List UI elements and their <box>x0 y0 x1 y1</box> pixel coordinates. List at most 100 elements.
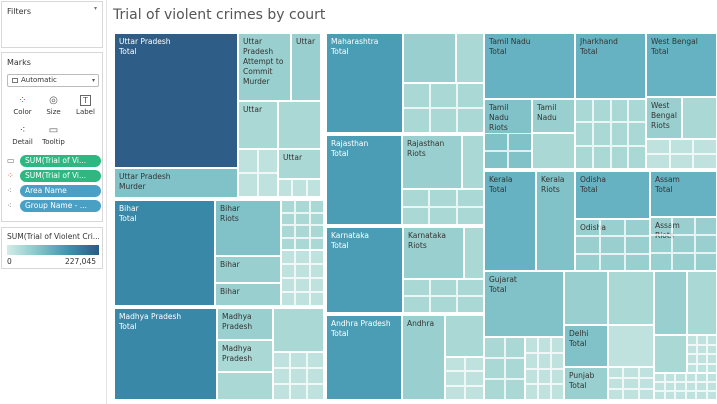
treemap-subcell[interactable] <box>295 264 310 278</box>
treemap-subcell[interactable] <box>402 189 430 207</box>
treemap-cell-up_uttar2[interactable]: Uttar <box>238 101 278 149</box>
treemap-subcell[interactable] <box>484 358 505 379</box>
treemap-subcell[interactable] <box>281 292 296 306</box>
group-name-pill[interactable]: Group Name - ... <box>20 200 101 212</box>
treemap-cell[interactable] <box>403 33 456 83</box>
treemap-subcell[interactable] <box>504 379 525 400</box>
treemap-subcell[interactable] <box>309 278 324 292</box>
treemap-subcell[interactable] <box>551 368 564 385</box>
treemap-cell-tn_total[interactable]: Tamil Nadu Total <box>484 33 575 99</box>
treemap-subcell[interactable] <box>707 335 717 345</box>
treemap-subcell[interactable] <box>504 358 525 379</box>
treemap-cell-ka_riots[interactable]: Karnataka Riots <box>403 227 464 279</box>
treemap-subcell[interactable] <box>402 207 430 225</box>
treemap-subcell[interactable] <box>281 225 296 238</box>
treemap-subcell[interactable] <box>430 279 457 296</box>
treemap-cell-up_murder[interactable]: Uttar Pradesh Murder <box>114 168 238 198</box>
treemap-subcell[interactable] <box>295 250 310 264</box>
treemap-subcell[interactable] <box>484 379 505 400</box>
treemap-cell[interactable] <box>654 335 687 373</box>
treemap-subcell[interactable] <box>694 253 717 271</box>
treemap-subcell[interactable] <box>538 352 551 369</box>
treemap-subcell[interactable] <box>575 99 593 123</box>
treemap-subcell[interactable] <box>664 373 675 382</box>
treemap-cell[interactable] <box>687 271 717 335</box>
treemap-subcell[interactable] <box>706 373 717 382</box>
treemap-cell-od_total[interactable]: Odisha Total <box>575 171 650 219</box>
treemap-cell[interactable] <box>608 271 654 325</box>
treemap-subcell[interactable] <box>403 296 430 313</box>
treemap-subcell[interactable] <box>693 139 717 154</box>
treemap-subcell[interactable] <box>623 389 639 400</box>
treemap-subcell[interactable] <box>457 279 484 296</box>
treemap-subcell[interactable] <box>696 382 707 391</box>
treemap-subcell[interactable] <box>608 378 624 389</box>
treemap-subcell[interactable] <box>575 253 600 271</box>
treemap-subcell[interactable] <box>309 237 324 250</box>
treemap-subcell[interactable] <box>456 207 484 225</box>
treemap-subcell[interactable] <box>307 368 324 384</box>
treemap-subcell[interactable] <box>238 149 258 173</box>
treemap-subcell[interactable] <box>258 149 278 173</box>
treemap-subcell[interactable] <box>687 344 697 354</box>
treemap-subcell[interactable] <box>592 122 611 146</box>
treemap-subcell[interactable] <box>638 378 654 389</box>
treemap-subcell[interactable] <box>273 384 290 400</box>
treemap-subcell[interactable] <box>295 237 310 250</box>
treemap-subcell[interactable] <box>403 83 430 108</box>
treemap-cell[interactable] <box>217 372 273 400</box>
treemap-subcell[interactable] <box>628 145 646 169</box>
treemap-subcell[interactable] <box>538 384 551 400</box>
treemap-subcell[interactable] <box>295 212 310 225</box>
treemap-cell-as_total[interactable]: Assam Total <box>650 171 717 217</box>
treemap-subcell[interactable] <box>575 219 600 237</box>
treemap-cell-rj_riots[interactable]: Rajasthan Riots <box>402 135 462 189</box>
treemap-subcell[interactable] <box>664 382 675 391</box>
treemap-subcell[interactable] <box>675 391 686 400</box>
treemap-subcell[interactable] <box>685 391 696 400</box>
treemap-subcell[interactable] <box>309 292 324 306</box>
treemap-subcell[interactable] <box>445 371 465 386</box>
treemap-subcell[interactable] <box>625 219 650 237</box>
treemap-subcell[interactable] <box>292 179 307 197</box>
treemap-cell-od_odisha[interactable]: Odisha <box>575 219 650 271</box>
treemap-subcell[interactable] <box>650 217 673 235</box>
treemap-cell[interactable] <box>445 315 484 357</box>
treemap-subcell[interactable] <box>430 83 457 108</box>
treemap-cell-jh_total[interactable]: Jharkhand Total <box>575 33 646 99</box>
treemap-subcell[interactable] <box>654 382 665 391</box>
treemap-cell-bi_b1[interactable]: Bihar <box>215 256 281 283</box>
treemap-subcell[interactable] <box>610 145 629 169</box>
treemap-subcell[interactable] <box>697 354 707 364</box>
treemap-cell-up_uttar1[interactable]: Uttar <box>291 33 321 101</box>
treemap-subcell[interactable] <box>685 382 696 391</box>
tooltip-button[interactable]: ▭ Tooltip <box>38 123 69 151</box>
filters-menu-icon[interactable]: ▾ <box>93 5 97 12</box>
treemap-subcell[interactable] <box>484 151 508 169</box>
treemap-subcell[interactable] <box>672 235 695 253</box>
treemap-subcell[interactable] <box>654 391 665 400</box>
treemap-cell-up_total[interactable]: Uttar Pradesh Total <box>114 33 238 168</box>
treemap-subcell[interactable] <box>295 225 310 238</box>
treemap-cell-dl_total[interactable]: Delhi Total <box>564 325 608 367</box>
sum-trial-color-pill[interactable]: SUM(Trial of Vi... <box>20 170 101 182</box>
treemap-subcell[interactable] <box>281 264 296 278</box>
treemap-subcell[interactable] <box>295 278 310 292</box>
treemap-cell-up_attempt[interactable]: Uttar Pradesh Attempt to Commit Murder <box>238 33 291 101</box>
treemap-cell-ap_andhra[interactable]: Andhra <box>402 315 445 400</box>
treemap-subcell[interactable] <box>697 335 707 345</box>
treemap-subcell[interactable] <box>290 352 307 368</box>
treemap-subcell[interactable] <box>281 212 296 225</box>
area-name-pill[interactable]: Area Name <box>20 185 101 197</box>
treemap-cell-rj_total[interactable]: Rajasthan Total <box>326 135 402 225</box>
treemap-subcell[interactable] <box>430 296 457 313</box>
treemap-subcell[interactable] <box>429 207 457 225</box>
size-button[interactable]: ◎ Size <box>38 93 69 121</box>
treemap-subcell[interactable] <box>309 200 324 213</box>
treemap-subcell[interactable] <box>306 179 321 197</box>
treemap-subcell[interactable] <box>307 352 324 368</box>
treemap-cell[interactable] <box>682 97 717 139</box>
treemap-cell-kl_riots[interactable]: Kerala Riots <box>536 171 575 271</box>
treemap-cell-kl_total[interactable]: Kerala Total <box>484 171 536 271</box>
treemap-subcell[interactable] <box>592 99 611 123</box>
